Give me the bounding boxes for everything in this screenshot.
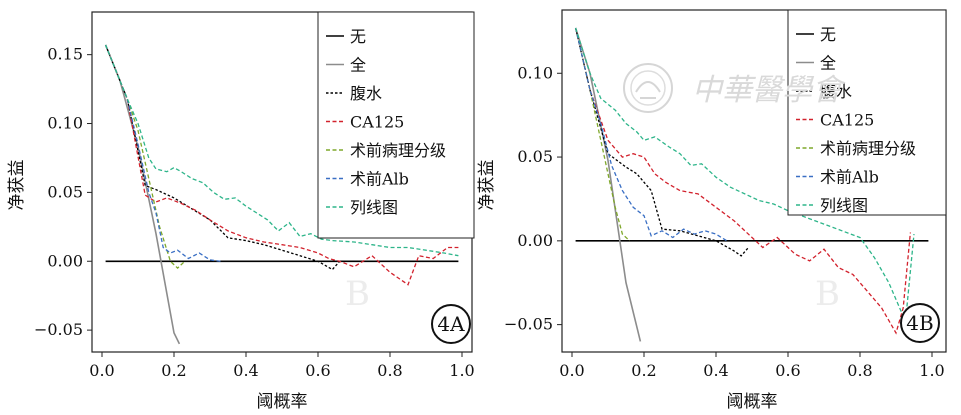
legend-box: [317, 11, 475, 239]
panel-label: 4B: [906, 311, 933, 335]
x-tick-label: 0.6: [305, 361, 330, 380]
panel-label: 4A: [437, 312, 465, 336]
series-line-4: [104, 44, 186, 269]
legend-entry: 术前Alb: [820, 168, 879, 187]
legend-entry: 无: [820, 25, 836, 44]
x-tick-label: 0.0: [559, 361, 584, 380]
y-tick-label: 0.10: [517, 63, 553, 82]
panel-badge-circle: [431, 304, 471, 344]
watermark-text: 中華醫學會: [692, 73, 846, 108]
watermark-letter: B: [815, 274, 840, 314]
series-line-2: [574, 27, 749, 257]
legend-entry: 腹水: [820, 82, 852, 101]
y-tick-label: 0.00: [47, 251, 83, 270]
series-line-2: [104, 44, 341, 271]
watermark: 中華醫學會: [623, 63, 846, 113]
legend-entry: CA125: [350, 113, 404, 132]
series-group: [574, 27, 929, 342]
y-axis-label: 净获益: [7, 160, 27, 211]
x-tick-label: 0.6: [775, 361, 800, 380]
x-tick-label: 1.0: [919, 361, 944, 380]
y-axis-label: 净获益: [477, 160, 497, 211]
panel-4b: B 0.0 0.2 0.4 0.6 0.8 1.0 0.10 0.05 0.00 −0.05 净获益阈…: [477, 9, 947, 412]
y-tick-label: −0.05: [34, 320, 83, 339]
series-group: [104, 44, 459, 345]
y-tick-label: 0.00: [517, 231, 553, 250]
legend-entry: 列线图: [820, 196, 868, 215]
y-tick-label: 0.05: [47, 182, 83, 201]
legend-entry: CA125: [820, 111, 874, 130]
y-tick-label: 0.15: [47, 45, 83, 64]
x-axis-label: 阈概率: [727, 392, 778, 412]
x-tick-label: 0.0: [89, 361, 114, 380]
series-line-3: [104, 44, 459, 286]
legend-box: [787, 9, 947, 216]
x-tick-label: 0.2: [161, 361, 186, 380]
y-tick-label: 0.05: [517, 147, 553, 166]
x-axis-label: 阈概率: [257, 392, 308, 412]
legend-entry: 无: [350, 27, 366, 46]
x-tick-label: 0.4: [233, 361, 258, 380]
x-tick-label: 0.2: [631, 361, 656, 380]
series-line-3: [574, 27, 912, 335]
legend-entry: 全: [820, 54, 836, 73]
panel-4a: B 0.0 0.2 0.4 0.6 0.8 1.0 0.15 0.10 0.05 0.00 −0.05…: [7, 11, 475, 412]
x-tick-label: 0.8: [847, 361, 872, 380]
legend-entry: 术前病理分级: [820, 139, 916, 158]
watermark-emblem-icon: [623, 63, 673, 113]
y-tick-label: 0.10: [47, 114, 83, 133]
legend-entry: 术前Alb: [350, 170, 409, 189]
x-tick-label: 1.0: [449, 361, 474, 380]
panel-badge-circle: [900, 303, 940, 343]
series-line-5: [104, 44, 221, 262]
series-line-5: [574, 27, 728, 242]
x-tick-label: 0.8: [377, 361, 402, 380]
x-tick-label: 0.4: [703, 361, 728, 380]
legend-entry: 全: [350, 56, 366, 75]
legend-entry: 列线图: [350, 198, 398, 217]
series-line-1: [104, 44, 181, 345]
series-line-6: [574, 27, 915, 318]
watermark-letter: B: [345, 274, 370, 314]
y-tick-label: −0.05: [504, 315, 553, 334]
series-line-6: [104, 44, 459, 257]
legend-entry: 术前病理分级: [350, 141, 446, 160]
series-line-4: [574, 27, 631, 242]
series-line-1: [574, 27, 642, 342]
legend-entry: 腹水: [350, 84, 382, 103]
